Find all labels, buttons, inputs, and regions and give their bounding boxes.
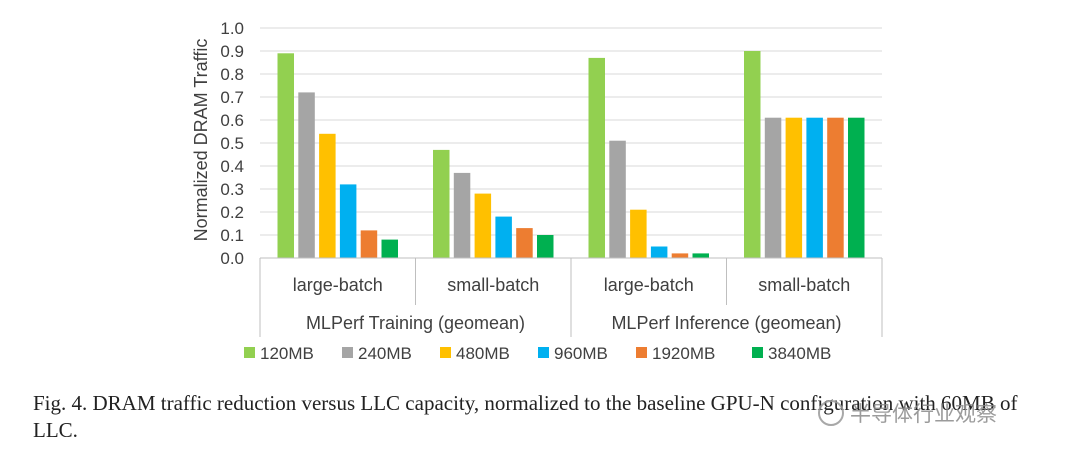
y-tick-label: 0.1 bbox=[220, 226, 244, 245]
bar bbox=[453, 172, 471, 258]
bar bbox=[474, 193, 492, 258]
category-label: large-batch bbox=[604, 275, 694, 295]
bar bbox=[671, 253, 689, 258]
x-axis bbox=[259, 257, 883, 337]
y-tick-label: 0.6 bbox=[220, 111, 244, 130]
y-tick-label: 0.9 bbox=[220, 42, 244, 61]
group-labels: MLPerf Training (geomean) MLPerf Inferenc… bbox=[306, 313, 842, 333]
legend-label: 120MB bbox=[260, 344, 314, 363]
legend-swatch bbox=[538, 347, 549, 358]
figure-caption: Fig. 4. DRAM traffic reduction versus LL… bbox=[33, 391, 1018, 442]
gridlines bbox=[260, 27, 882, 236]
bar bbox=[806, 117, 823, 258]
y-tick-label: 0.7 bbox=[220, 88, 244, 107]
y-tick-label: 0.4 bbox=[220, 157, 244, 176]
bar bbox=[630, 209, 647, 258]
bar bbox=[692, 253, 709, 258]
legend-swatch bbox=[244, 347, 255, 358]
bar bbox=[744, 51, 761, 258]
watermark: 半导体行业观察 bbox=[818, 398, 997, 428]
bar bbox=[764, 117, 782, 258]
legend-label: 240MB bbox=[358, 344, 412, 363]
bar bbox=[298, 92, 315, 259]
bar bbox=[360, 230, 378, 258]
y-tick-label: 0.2 bbox=[220, 203, 244, 222]
legend-swatch bbox=[342, 347, 353, 358]
bar bbox=[433, 149, 450, 258]
bar bbox=[588, 57, 605, 259]
bar bbox=[277, 53, 294, 258]
category-label: small-batch bbox=[447, 275, 539, 295]
category-labels: large-batch small-batch large-batch small-b… bbox=[293, 275, 851, 295]
legend: 120MB 240MB 480MB 960MB 1920MB 3840MB bbox=[244, 344, 831, 363]
y-tick-label: 0.8 bbox=[220, 65, 244, 84]
legend-label: 1920MB bbox=[652, 344, 715, 363]
watermark-text: 半导体行业观察 bbox=[850, 402, 997, 426]
y-axis-ticks: 0.0 0.1 0.2 0.3 0.4 0.5 0.6 0.7 0.8 0.9 1.0 bbox=[220, 19, 244, 268]
group-label: MLPerf Training (geomean) bbox=[306, 313, 525, 333]
bar bbox=[848, 117, 865, 258]
bar bbox=[537, 235, 554, 258]
y-tick-label: 0.3 bbox=[220, 180, 244, 199]
y-axis-label: Normalized DRAM Traffic bbox=[191, 39, 211, 242]
category-label: small-batch bbox=[758, 275, 850, 295]
watermark-logo-icon bbox=[818, 400, 844, 426]
bars bbox=[277, 51, 865, 259]
bar bbox=[785, 117, 803, 258]
category-label: large-batch bbox=[293, 275, 383, 295]
bar bbox=[339, 184, 357, 258]
bar-chart: 0.0 0.1 0.2 0.3 0.4 0.5 0.6 0.7 0.8 0.9 1.0 Normal… bbox=[191, 19, 883, 363]
legend-label: 480MB bbox=[456, 344, 510, 363]
bar bbox=[650, 246, 668, 258]
y-tick-label: 1.0 bbox=[220, 19, 244, 38]
legend-swatch bbox=[752, 347, 763, 358]
legend-label: 960MB bbox=[554, 344, 608, 363]
group-label: MLPerf Inference (geomean) bbox=[611, 313, 841, 333]
bar bbox=[516, 228, 533, 258]
y-tick-label: 0.0 bbox=[220, 249, 244, 268]
y-tick-label: 0.5 bbox=[220, 134, 244, 153]
bar bbox=[381, 239, 398, 258]
bar bbox=[609, 140, 626, 258]
bar bbox=[319, 133, 336, 258]
bar bbox=[495, 216, 512, 258]
legend-swatch bbox=[440, 347, 451, 358]
bar bbox=[827, 117, 844, 258]
legend-swatch bbox=[636, 347, 647, 358]
legend-label: 3840MB bbox=[768, 344, 831, 363]
